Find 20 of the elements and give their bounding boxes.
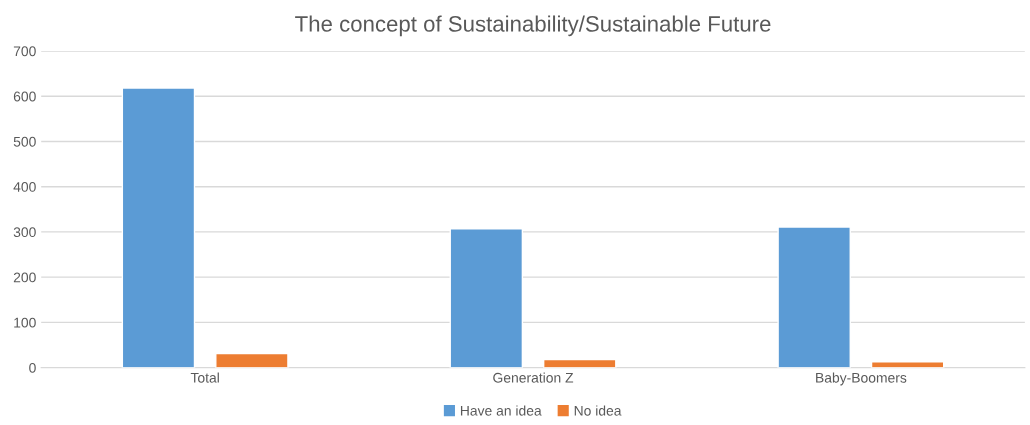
y-tick-label: 700 — [13, 46, 36, 57]
x-tick-label: Generation Z — [493, 372, 574, 383]
chart-title: The concept of Sustainability/Sustainable Future — [295, 15, 771, 37]
y-tick-label: 600 — [13, 91, 36, 102]
bar — [215, 352, 289, 368]
bar — [777, 226, 851, 368]
bar — [870, 361, 945, 368]
bar — [542, 358, 617, 368]
bar — [449, 228, 524, 368]
y-tick-label: 200 — [13, 272, 36, 283]
legend-label: Have an idea — [460, 405, 542, 416]
x-tick-label: Total — [190, 372, 219, 383]
y-tick-label: 100 — [14, 317, 36, 328]
y-tick-label: 400 — [13, 182, 36, 192]
bar — [121, 87, 196, 368]
y-tick-label: 500 — [13, 136, 36, 147]
y-tick-label: 300 — [13, 227, 36, 238]
x-tick-label: Baby-Boomers — [816, 372, 907, 386]
legend-label: No idea — [574, 405, 622, 416]
y-tick-label: 0 — [29, 362, 36, 373]
